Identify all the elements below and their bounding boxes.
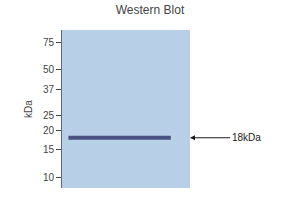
svg-text:75: 75	[43, 37, 55, 48]
svg-text:25: 25	[43, 110, 55, 121]
svg-text:37: 37	[43, 84, 55, 95]
svg-text:20: 20	[43, 125, 55, 136]
svg-text:kDa: kDa	[23, 100, 34, 118]
svg-text:15: 15	[43, 144, 55, 155]
svg-text:18kDa: 18kDa	[232, 132, 261, 143]
svg-text:50: 50	[43, 64, 55, 75]
svg-text:Western Blot: Western Blot	[116, 3, 185, 17]
svg-text:10: 10	[43, 172, 55, 183]
